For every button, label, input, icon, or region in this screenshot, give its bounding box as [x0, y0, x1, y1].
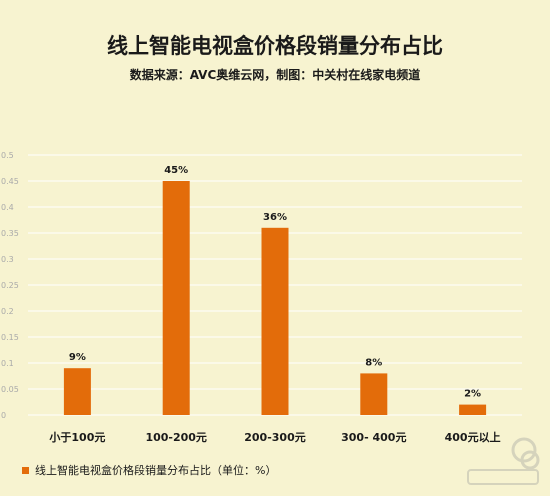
- x-tick-label: 400元以上: [445, 430, 501, 444]
- x-tick-label: 200-300元: [244, 431, 306, 444]
- chart-title: 线上智能电视盒价格段销量分布占比: [107, 34, 443, 58]
- legend-label: 线上智能电视盒价格段销量分布占比（单位：%）: [35, 464, 277, 477]
- y-tick-label: 0.4: [1, 203, 14, 212]
- y-tick-label: 0.25: [1, 281, 19, 290]
- y-tick-label: 0.35: [1, 229, 19, 238]
- bar: [63, 368, 91, 415]
- y-tick-label: 0.1: [1, 359, 14, 368]
- y-axis-ticks: 0 0.05 0.1 0.15 0.2 0.25 0.3 0.35 0.4 0.45 0.5: [1, 151, 19, 420]
- chart-subtitle: 数据来源：AVC奥维云网，制图：中关村在线家电频道: [129, 68, 421, 82]
- data-label: 45%: [164, 165, 188, 176]
- y-tick-label: 0.45: [1, 177, 19, 186]
- x-tick-label: 100-200元: [145, 431, 207, 444]
- data-label: 2%: [464, 389, 481, 400]
- bars: [63, 181, 487, 415]
- watermark-logo: [467, 437, 540, 485]
- y-tick-label: 0.5: [1, 151, 14, 160]
- y-tick-label: 0: [1, 411, 6, 420]
- bar: [360, 373, 388, 415]
- data-label: 9%: [69, 352, 86, 363]
- data-labels: 9% 45% 36% 8% 2%: [69, 165, 481, 400]
- legend: 线上智能电视盒价格段销量分布占比（单位：%）: [22, 462, 276, 478]
- bar: [459, 404, 487, 415]
- y-tick-label: 0.2: [1, 307, 14, 316]
- bar: [162, 181, 190, 415]
- data-label: 8%: [365, 357, 382, 368]
- x-tick-label: 300- 400元: [341, 431, 406, 444]
- y-tick-label: 0.05: [1, 385, 19, 394]
- x-axis-ticks: 小于100元 100-200元 200-300元 300- 400元 400元以上: [48, 430, 500, 444]
- legend-swatch: [22, 466, 29, 474]
- x-tick-label: 小于100元: [48, 430, 105, 444]
- data-label: 36%: [263, 212, 287, 223]
- y-tick-label: 0.15: [1, 333, 19, 342]
- y-tick-label: 0.3: [1, 255, 14, 264]
- bar: [261, 227, 289, 415]
